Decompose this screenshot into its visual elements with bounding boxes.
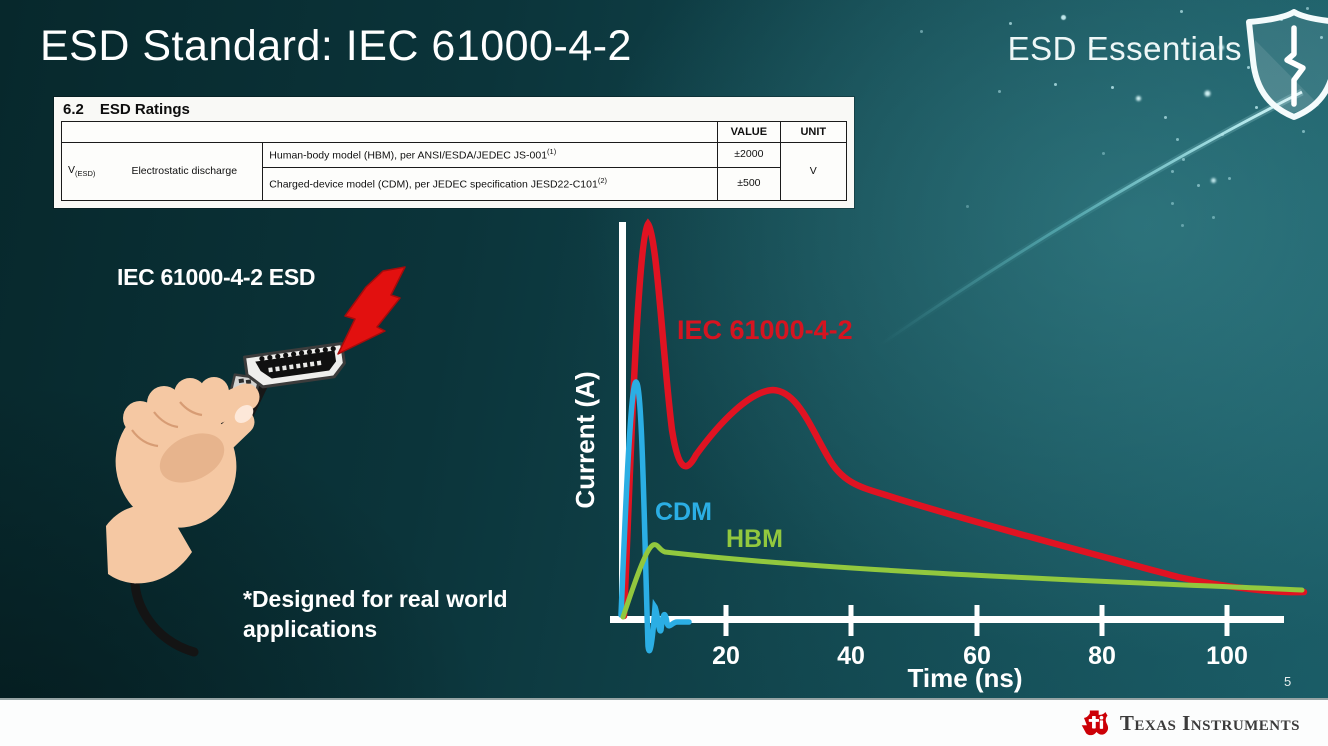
- series-label-iec: IEC 61000-4-2: [677, 315, 853, 345]
- footer-bar: Texas Instruments: [0, 698, 1328, 746]
- esd-ratings-table: VALUE UNIT V(ESD) Electrostatic discharg…: [60, 120, 848, 202]
- series-label-hbm: HBM: [726, 525, 783, 553]
- series-label-cdm: CDM: [655, 498, 712, 526]
- x-axis-ticks: [723, 605, 1230, 636]
- parameter-cell: V(ESD) Electrostatic discharge: [60, 142, 264, 202]
- ti-logo: Texas Instruments: [1081, 708, 1300, 738]
- table-row: V(ESD) Electrostatic discharge Human-bod…: [60, 142, 848, 202]
- series-title: ESD Essentials: [1007, 30, 1242, 67]
- y-axis-label: Current (A): [570, 371, 600, 508]
- x-axis-label: Time (ns): [907, 663, 1022, 693]
- illustration-caption: IEC 61000-4-2 ESD: [117, 264, 316, 290]
- esd-ratings-table-card: 6.2 ESD Ratings VALUE UNIT V(ESD) Electro…: [54, 97, 854, 209]
- tick-label-60: 60: [963, 642, 991, 670]
- series-cdm-curve: [618, 379, 692, 654]
- description-cell: Charged-device model (CDM), per JEDEC sp…: [262, 167, 719, 202]
- table-section-number: 6.2: [63, 101, 84, 118]
- unit-column-header: UNIT: [779, 120, 848, 144]
- value-column-header: VALUE: [717, 120, 781, 144]
- series-iec-curve: [620, 218, 1308, 620]
- series-hbm-curve: [620, 542, 1305, 620]
- description-cell: Human-body model (HBM), per ANSI/ESDA/JE…: [262, 142, 719, 169]
- footnote-text: *Designed for real world applications: [243, 584, 508, 644]
- esd-waveform-chart: Current (A) Time (ns) 20 40 60 80 100 IE…: [570, 218, 1308, 693]
- symbol-label: V(ESD): [68, 164, 96, 179]
- page-title: ESD Standard: IEC 61000-4-2: [40, 22, 632, 70]
- table-section-title: ESD Ratings: [99, 101, 190, 118]
- lightning-bolt-icon: [337, 266, 406, 355]
- tick-label-100: 100: [1206, 642, 1248, 670]
- hand: [106, 377, 260, 584]
- table-row: Charged-device model (CDM), per JEDEC sp…: [62, 167, 847, 202]
- table-header-row: VALUE UNIT: [60, 120, 848, 144]
- value-cell: ±500: [717, 167, 781, 202]
- ti-bug-icon: [1081, 710, 1108, 736]
- thumbnail: [234, 405, 254, 423]
- parameter-label: Electrostatic discharge: [131, 164, 238, 177]
- unit-cell: V: [779, 142, 848, 202]
- footnote-line1: *Designed for real world: [243, 586, 508, 612]
- table-heading: 6.2 ESD Ratings: [63, 101, 847, 118]
- hand-holding-hdmi-connector: [106, 266, 406, 657]
- star-dots: [0, 0, 3, 3]
- footnote-line2: applications: [243, 616, 378, 642]
- empty-header-cell: [60, 120, 719, 144]
- tick-label-40: 40: [837, 642, 865, 670]
- value-cell: ±2000: [717, 142, 781, 169]
- page-number: 5: [1284, 674, 1292, 689]
- tick-label-80: 80: [1088, 642, 1116, 670]
- shield-pulse-icon: [1246, 9, 1328, 120]
- company-name: Texas Instruments: [1119, 710, 1300, 735]
- tick-label-20: 20: [712, 642, 740, 670]
